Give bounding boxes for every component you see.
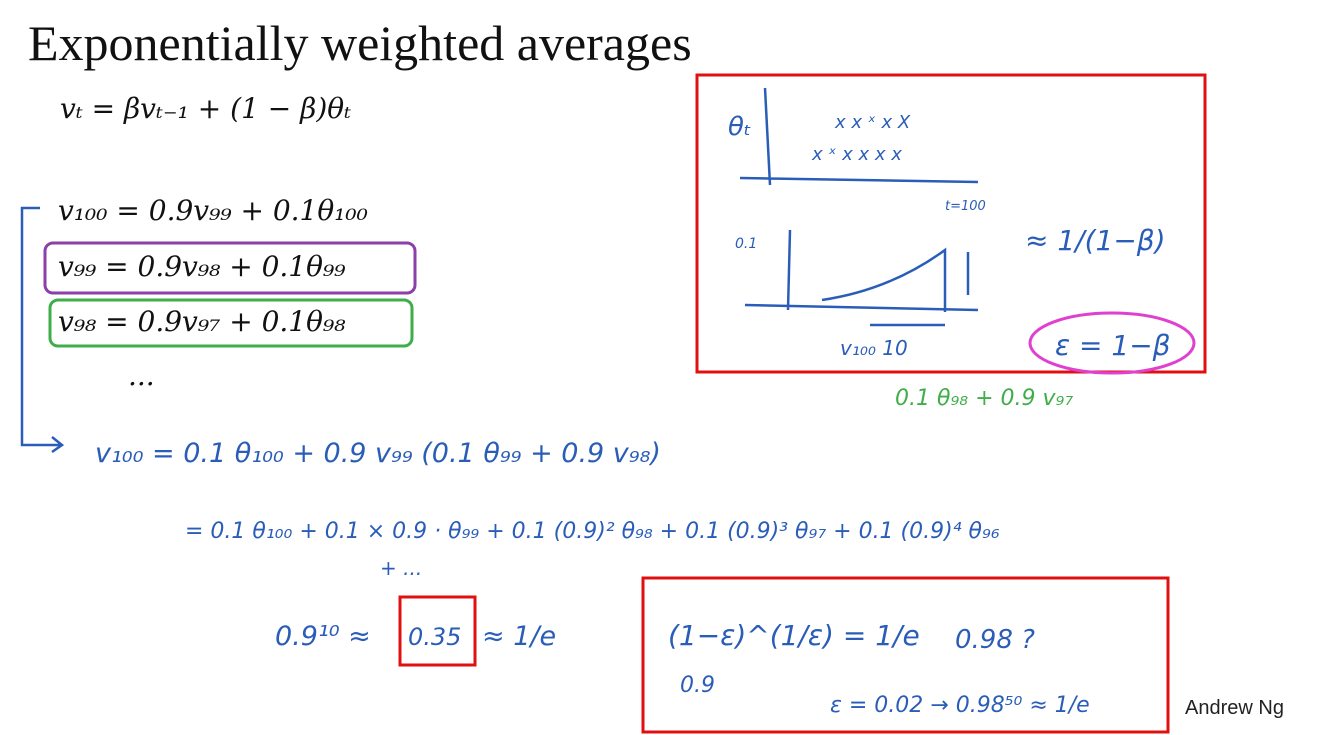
formula: vₜ = βvₜ₋₁ + (1 − β)θₜ	[60, 92, 351, 125]
plot-sketch	[739, 87, 979, 327]
expansion-line: v₉₈ = 0.9v₉₇ + 0.1θ₉₈	[58, 305, 346, 338]
decay-note: ≈ 1/e	[482, 621, 556, 652]
derivation-line: = 0.1 θ₁₀₀ + 0.1 × 0.9 · θ₉₉ + 0.1 (0.9)…	[185, 519, 1000, 544]
red-box	[695, 73, 1207, 374]
expansion-line: v₉₉ = 0.9v₉₈ + 0.1θ₉₉	[58, 250, 346, 283]
curve	[821, 247, 947, 312]
axes-bottom	[744, 229, 979, 312]
derivation-line: v₁₀₀ = 0.1 θ₁₀₀ + 0.9 v₉₉ (0.1 θ₉₉ + 0.9…	[95, 438, 661, 469]
slide-title: Exponentially weighted averages	[28, 15, 692, 71]
plot-approx: ≈ 1/(1−β)	[1025, 224, 1166, 257]
crosses: x x ˣ x X	[834, 112, 911, 133]
purple-box	[43, 241, 417, 295]
plot-span: v₁₀₀ 10	[840, 336, 908, 360]
green-note: 0.1 θ₉₈ + 0.9 v₉₇	[895, 386, 1073, 411]
pink-ellipse	[1028, 311, 1196, 375]
footer: Andrew Ng	[1185, 697, 1284, 719]
plot-y-label: θₜ	[728, 112, 752, 142]
epsilon-def: ε = 1−β	[1055, 329, 1171, 362]
decay-note: 0.35	[408, 623, 461, 651]
plot-marks: x ˣ x x x x x x ˣ x X	[811, 112, 911, 165]
box-note: (1−ε)^(1/ε) = 1/e	[668, 619, 920, 652]
bracket-arrow	[20, 206, 65, 454]
box-note: ε = 0.02 → 0.98⁵⁰ ≈ 1/e	[830, 693, 1090, 718]
plot-x-label: t=100	[945, 199, 986, 214]
red-box	[641, 576, 1170, 734]
expansion-line: v₁₀₀ = 0.9v₉₉ + 0.1θ₁₀₀	[58, 194, 368, 227]
derivation-line: + ...	[380, 556, 422, 580]
red-box	[398, 595, 477, 667]
plot-tick: 0.1	[735, 236, 757, 252]
ellipsis: ...	[128, 359, 155, 392]
crosses: x ˣ x x x x	[811, 144, 902, 165]
decay-note: 0.9¹⁰ ≈	[275, 621, 371, 652]
axes-top	[739, 87, 979, 186]
green-box	[48, 298, 414, 348]
box-note: 0.98 ?	[955, 625, 1035, 655]
box-note: 0.9	[680, 673, 715, 698]
